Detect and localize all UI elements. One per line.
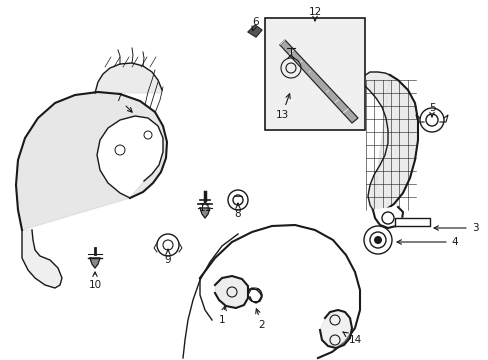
Text: 11: 11 <box>198 200 211 213</box>
Circle shape <box>227 190 247 210</box>
Text: 12: 12 <box>308 7 321 21</box>
Circle shape <box>363 226 391 254</box>
Circle shape <box>157 234 179 256</box>
Text: 3: 3 <box>433 223 477 233</box>
Circle shape <box>373 236 381 244</box>
Polygon shape <box>372 207 402 228</box>
Polygon shape <box>16 92 167 230</box>
Text: 7: 7 <box>115 93 132 112</box>
Text: 1: 1 <box>218 306 226 325</box>
Text: 9: 9 <box>164 249 171 265</box>
Polygon shape <box>247 25 262 37</box>
Text: 4: 4 <box>396 237 457 247</box>
Polygon shape <box>280 40 357 123</box>
Polygon shape <box>319 310 351 348</box>
Polygon shape <box>394 218 429 226</box>
Polygon shape <box>361 72 417 212</box>
Text: 10: 10 <box>88 272 102 290</box>
Text: 8: 8 <box>234 203 241 219</box>
Text: 5: 5 <box>428 103 434 117</box>
Bar <box>264 18 364 130</box>
Text: 13: 13 <box>275 94 290 120</box>
Text: 6: 6 <box>251 17 259 31</box>
Circle shape <box>419 108 443 132</box>
Polygon shape <box>95 63 162 93</box>
Polygon shape <box>215 276 247 308</box>
Polygon shape <box>90 258 100 268</box>
Polygon shape <box>22 230 62 288</box>
Text: 14: 14 <box>343 332 361 345</box>
Polygon shape <box>200 208 209 218</box>
Text: 2: 2 <box>255 309 265 330</box>
